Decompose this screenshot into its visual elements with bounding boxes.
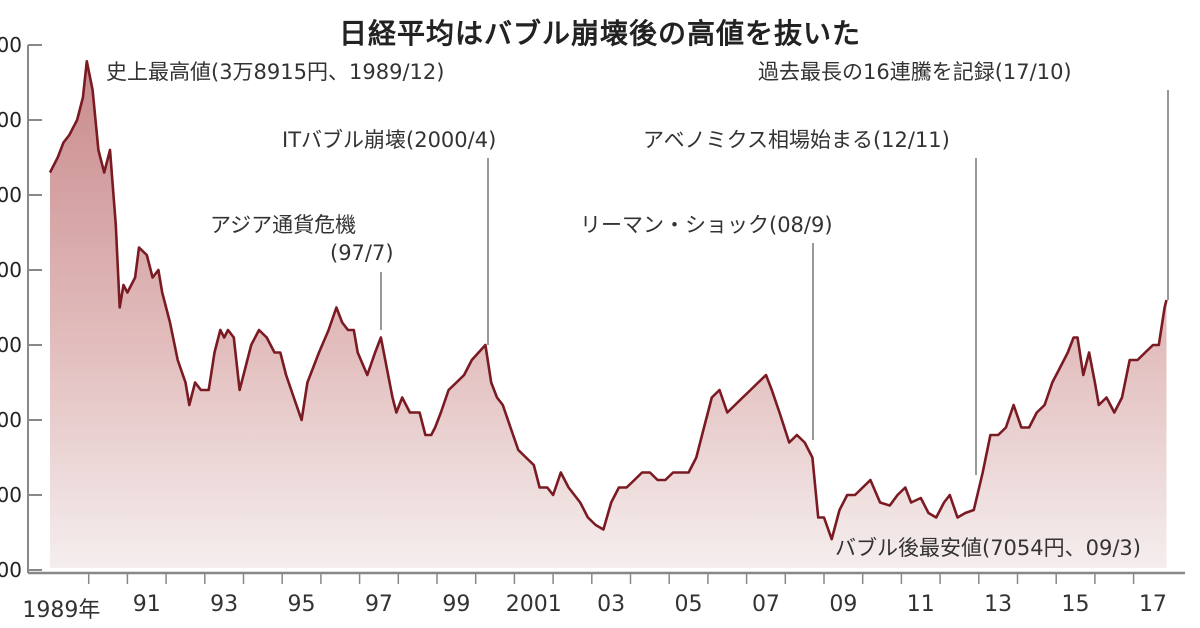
y-tick-label: 00 <box>0 258 22 282</box>
series-line <box>48 60 1168 541</box>
y-tick-label: 00 <box>0 108 22 132</box>
series-area-fill <box>50 61 1167 569</box>
annotation-asian-crisis-date: (97/7) <box>330 241 394 265</box>
chart-title: 日経平均はバブル崩壊後の高値を抜いた <box>338 17 861 50</box>
annotation-it-bubble: ITバブル崩壊(2000/4) <box>282 128 497 152</box>
annotation-asian-crisis: アジア通貨危機 <box>210 213 357 237</box>
x-tick-label: 03 <box>597 592 626 617</box>
x-tick-label: 13 <box>984 592 1013 617</box>
x-tick-label: 2001 <box>505 592 562 617</box>
x-tick-label: 1989年 <box>22 598 101 623</box>
annotation-alltime-high: 史上最高値(3万8915円、1989/12) <box>106 60 445 84</box>
x-tick-label: 95 <box>287 592 316 617</box>
y-axis <box>27 44 42 573</box>
x-tick-label: 99 <box>442 592 471 617</box>
x-tick-label: 91 <box>132 592 161 617</box>
y-tick-label: 00 <box>0 333 22 357</box>
y-tick-label: 00 <box>0 33 22 57</box>
x-axis <box>28 571 1185 584</box>
x-tick-label: 05 <box>674 592 703 617</box>
y-tick-label: 00 <box>0 558 22 582</box>
y-tick-label: 00 <box>0 408 22 432</box>
x-tick-label: 11 <box>906 592 935 617</box>
annotation-post-bubble-low: バブル後最安値(7054円、09/3) <box>835 536 1141 560</box>
x-tick-label: 97 <box>364 592 393 617</box>
annotation-abenomics: アベノミクス相場始まる(12/11) <box>643 128 950 152</box>
annotation-lehman: リーマン・ショック(08/9) <box>580 213 833 237</box>
x-tick-label: 15 <box>1061 592 1090 617</box>
x-tick-label: 17 <box>1138 592 1167 617</box>
y-tick-label: 00 <box>0 183 22 207</box>
y-tick-label: 00 <box>0 483 22 507</box>
annotation-record-16: 過去最長の16連騰を記録(17/10) <box>758 60 1072 84</box>
x-tick-label: 93 <box>210 592 239 617</box>
x-tick-label: 09 <box>829 592 858 617</box>
annotation-leaders <box>380 90 1169 475</box>
x-tick-label: 07 <box>751 592 780 617</box>
